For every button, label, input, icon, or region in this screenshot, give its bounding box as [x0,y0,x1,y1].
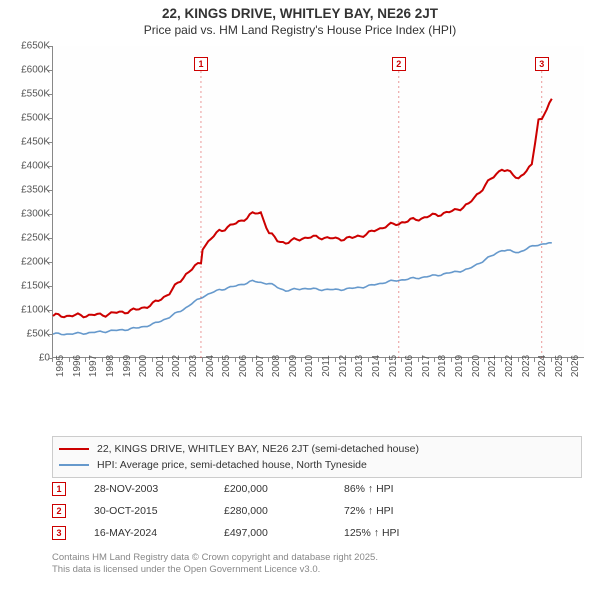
x-axis-label: 1995 [55,355,66,377]
x-axis-label: 2017 [421,355,432,377]
x-axis-label: 2024 [537,355,548,377]
x-axis-label: 2009 [288,355,299,377]
x-axis-label: 2018 [437,355,448,377]
x-axis-label: 2023 [521,355,532,377]
x-axis-label: 2001 [155,355,166,377]
event-row: 3 16-MAY-2024£497,000125% ↑ HPI [52,522,582,544]
x-axis-label: 2007 [255,355,266,377]
legend-item: HPI: Average price, semi-detached house,… [59,457,575,473]
y-axis-label: £400K [6,161,50,172]
chart-lines [53,46,585,358]
x-axis-label: 2011 [321,355,332,377]
y-axis-label: £50K [6,329,50,340]
footer-attribution: Contains HM Land Registry data © Crown c… [52,552,582,577]
legend-swatch [59,448,89,450]
y-axis-label: £500K [6,113,50,124]
footer-line2: This data is licensed under the Open Gov… [52,564,582,576]
y-axis-label: £650K [6,41,50,52]
x-axis-label: 2012 [338,355,349,377]
plot-area: 1 2 3 [52,46,584,358]
legend: 22, KINGS DRIVE, WHITLEY BAY, NE26 2JT (… [52,436,582,478]
y-axis-label: £0 [6,353,50,364]
x-axis-label: 1996 [72,355,83,377]
x-axis-label: 2010 [304,355,315,377]
x-axis-label: 2005 [221,355,232,377]
event-marker-2: 2 [392,57,406,71]
event-row: 2 30-OCT-2015£280,00072% ↑ HPI [52,500,582,522]
event-marker-icon: 3 [52,526,66,540]
x-axis-label: 2008 [271,355,282,377]
x-axis-label: 1998 [105,355,116,377]
chart-area: 1 2 3 £0 £50K £100K £150K £200K £250K £300K £350K… [0,46,600,406]
y-axis-label: £450K [6,137,50,148]
event-row: 1 28-NOV-2003£200,00086% ↑ HPI [52,478,582,500]
x-axis-label: 2020 [471,355,482,377]
x-axis-label: 2025 [554,355,565,377]
x-axis-label: 2003 [188,355,199,377]
x-axis-label: 2015 [388,355,399,377]
event-delta: 125% ↑ HPI [344,527,399,539]
x-axis-label: 2016 [404,355,415,377]
y-axis-label: £150K [6,281,50,292]
x-axis-label: 2019 [454,355,465,377]
event-date: 16-MAY-2024 [94,527,224,539]
y-axis-label: £200K [6,257,50,268]
title-block: 22, KINGS DRIVE, WHITLEY BAY, NE26 2JT P… [0,0,600,37]
x-axis-label: 2013 [354,355,365,377]
x-axis-label: 2022 [504,355,515,377]
event-delta: 72% ↑ HPI [344,505,394,517]
x-axis-label: 2004 [205,355,216,377]
y-axis-label: £100K [6,305,50,316]
y-axis-label: £600K [6,65,50,76]
event-date: 30-OCT-2015 [94,505,224,517]
x-axis-label: 2000 [138,355,149,377]
y-axis-label: £550K [6,89,50,100]
legend-item: 22, KINGS DRIVE, WHITLEY BAY, NE26 2JT (… [59,441,575,457]
event-delta: 86% ↑ HPI [344,483,394,495]
x-axis-label: 2014 [371,355,382,377]
event-marker-1: 1 [194,57,208,71]
event-table: 1 28-NOV-2003£200,00086% ↑ HPI 2 30-OCT-201… [52,478,582,544]
chart-title: 22, KINGS DRIVE, WHITLEY BAY, NE26 2JT [0,6,600,21]
event-price: £280,000 [224,505,344,517]
x-axis-label: 2006 [238,355,249,377]
event-price: £497,000 [224,527,344,539]
y-axis-label: £350K [6,185,50,196]
y-axis-label: £300K [6,209,50,220]
series-hpi [53,243,552,335]
event-marker-icon: 2 [52,504,66,518]
x-axis-label: 1999 [122,355,133,377]
legend-label: HPI: Average price, semi-detached house,… [97,459,367,471]
x-axis-label: 2002 [171,355,182,377]
event-marker-icon: 1 [52,482,66,496]
legend-swatch [59,464,89,466]
event-marker-3: 3 [535,57,549,71]
x-axis-label: 1997 [88,355,99,377]
event-date: 28-NOV-2003 [94,483,224,495]
series-price_paid [53,99,552,317]
chart-subtitle: Price paid vs. HM Land Registry's House … [0,23,600,37]
footer-line1: Contains HM Land Registry data © Crown c… [52,552,582,564]
chart-container: 22, KINGS DRIVE, WHITLEY BAY, NE26 2JT P… [0,0,600,590]
y-axis-label: £250K [6,233,50,244]
x-axis-label: 2026 [570,355,581,377]
x-axis-label: 2021 [487,355,498,377]
event-price: £200,000 [224,483,344,495]
legend-label: 22, KINGS DRIVE, WHITLEY BAY, NE26 2JT (… [97,443,419,455]
